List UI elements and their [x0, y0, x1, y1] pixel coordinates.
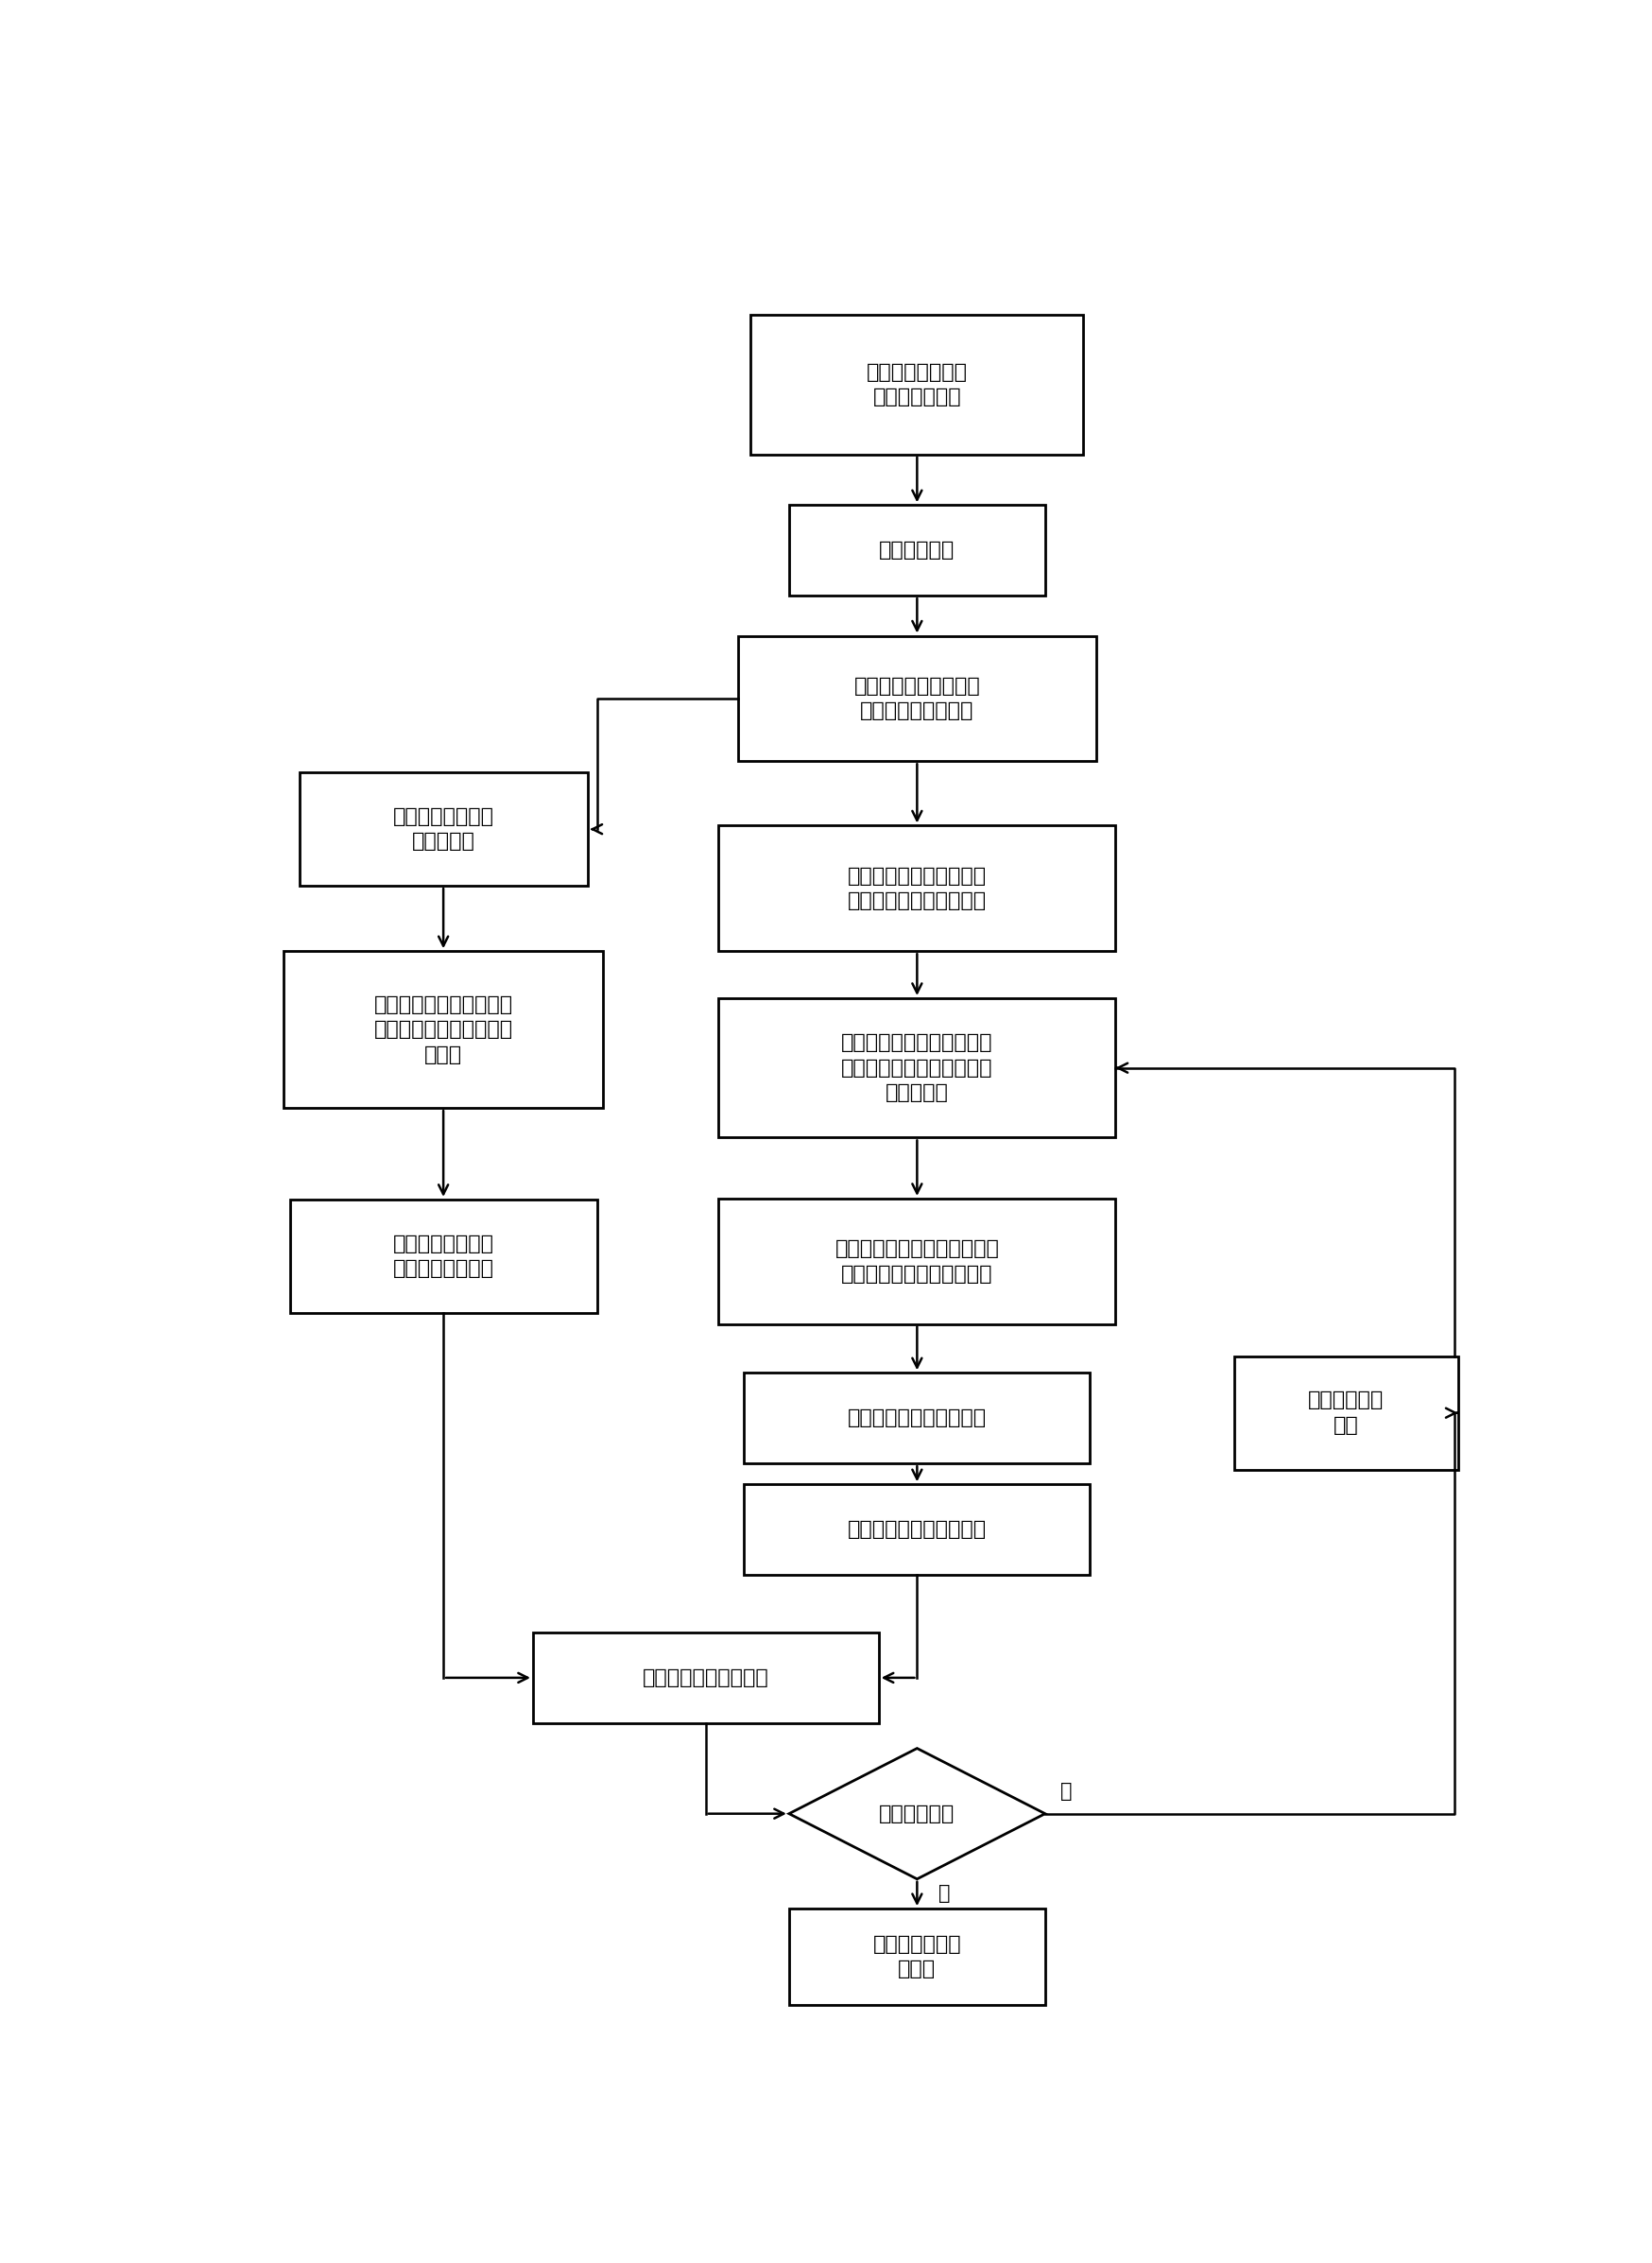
Text: 建立双反射面天线
结构有限元模型: 建立双反射面天线 结构有限元模型: [867, 362, 968, 407]
Text: 重新设置优化
参数: 重新设置优化 参数: [1308, 1392, 1384, 1435]
Text: 计算天线电性能提高量: 计算天线电性能提高量: [643, 1668, 770, 1688]
Bar: [284, 950, 603, 1109]
Text: 提取变形副反射面
的顶点坐标: 提取变形副反射面 的顶点坐标: [393, 808, 494, 851]
Bar: [743, 1374, 1090, 1464]
Bar: [534, 1632, 879, 1722]
Bar: [719, 826, 1115, 950]
Text: 是: 是: [938, 1885, 950, 1903]
Text: 计算变形天线未补
偿时的天线电性能: 计算变形天线未补 偿时的天线电性能: [393, 1233, 494, 1279]
Text: 施加温度载荷: 施加温度载荷: [879, 541, 955, 559]
Text: 利川遗传算法，优化变形反
射面，确定补偿后副反射面
位置和指向: 利川遗传算法，优化变形反 射面，确定补偿后副反射面 位置和指向: [841, 1034, 993, 1102]
Text: 计算补偿后的天线电性能: 计算补偿后的天线电性能: [847, 1521, 986, 1539]
Text: 建立变形双反射面天线
的主反射面电磁模型: 建立变形双反射面天线 的主反射面电磁模型: [854, 677, 980, 720]
Text: 调整副反射面位置和指向: 调整副反射面位置和指向: [847, 1408, 986, 1428]
Bar: [738, 636, 1097, 760]
Text: 计算变形副反射面顶点到补偿
后副反射面顶点的调整位移: 计算变形副反射面顶点到补偿 后副反射面顶点的调整位移: [834, 1240, 999, 1283]
Bar: [719, 1199, 1115, 1324]
Bar: [743, 1485, 1090, 1575]
Bar: [719, 998, 1115, 1138]
Bar: [299, 772, 588, 885]
Text: 补偿后的最佳副
面位置: 补偿后的最佳副 面位置: [872, 1935, 961, 1978]
Bar: [289, 1199, 596, 1313]
Bar: [790, 1908, 1046, 2005]
Text: 是否满足要求: 是否满足要求: [879, 1804, 955, 1824]
Text: 建立天线变形主反射面、
点源和变形副反射面的电
磁模型: 建立天线变形主反射面、 点源和变形副反射面的电 磁模型: [373, 996, 512, 1064]
Bar: [1234, 1356, 1459, 1469]
Bar: [790, 505, 1046, 595]
Polygon shape: [790, 1749, 1046, 1878]
Text: 否: 否: [1061, 1781, 1072, 1801]
Text: 用等效馈源法将双反射面
天线等效为单反射面天线: 用等效馈源法将双反射面 天线等效为单反射面天线: [847, 867, 986, 910]
Bar: [750, 315, 1084, 455]
